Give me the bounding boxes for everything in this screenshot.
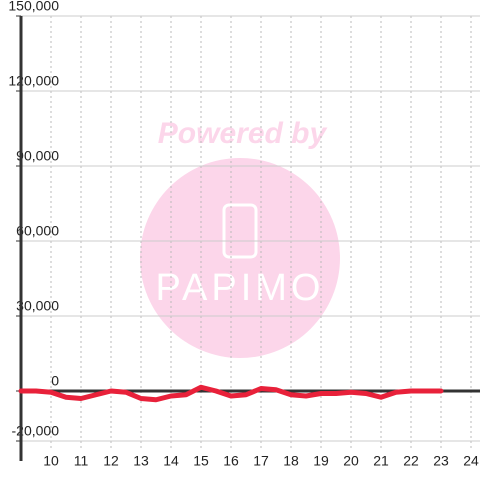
x-tick-label: 19	[313, 453, 329, 469]
x-tick-label: 17	[253, 453, 269, 469]
x-tick-label: 16	[223, 453, 239, 469]
x-tick-label: 10	[43, 453, 59, 469]
y-tick-label: 30,000	[16, 298, 59, 314]
y-tick-label: 150,000	[8, 0, 59, 14]
x-tick-label: 18	[283, 453, 299, 469]
line-series	[18, 384, 444, 403]
y-tick-label: 120,000	[8, 73, 59, 89]
x-tick-label: 20	[343, 453, 359, 469]
x-tick-label: 11	[74, 453, 89, 469]
x-tick-label: 21	[373, 453, 389, 469]
x-tick-label: 22	[403, 453, 419, 469]
watermark: Powered by PAPIMO	[140, 117, 340, 358]
y-tick-label: -20,000	[12, 423, 60, 439]
x-tick-label: 14	[163, 453, 179, 469]
y-tick-label: 0	[51, 373, 59, 389]
x-tick-label: 12	[103, 453, 119, 469]
x-tick-label: 24	[463, 453, 479, 469]
x-tick-label: 23	[433, 453, 449, 469]
watermark-text: Powered by	[158, 117, 328, 150]
x-tick-label: 15	[193, 453, 209, 469]
x-tick-label: 13	[133, 453, 149, 469]
y-tick-label: 60,000	[16, 223, 59, 239]
watermark-logo: PAPIMO	[156, 267, 325, 309]
y-tick-label: 90,000	[16, 148, 59, 164]
watermark-phone	[222, 203, 258, 259]
